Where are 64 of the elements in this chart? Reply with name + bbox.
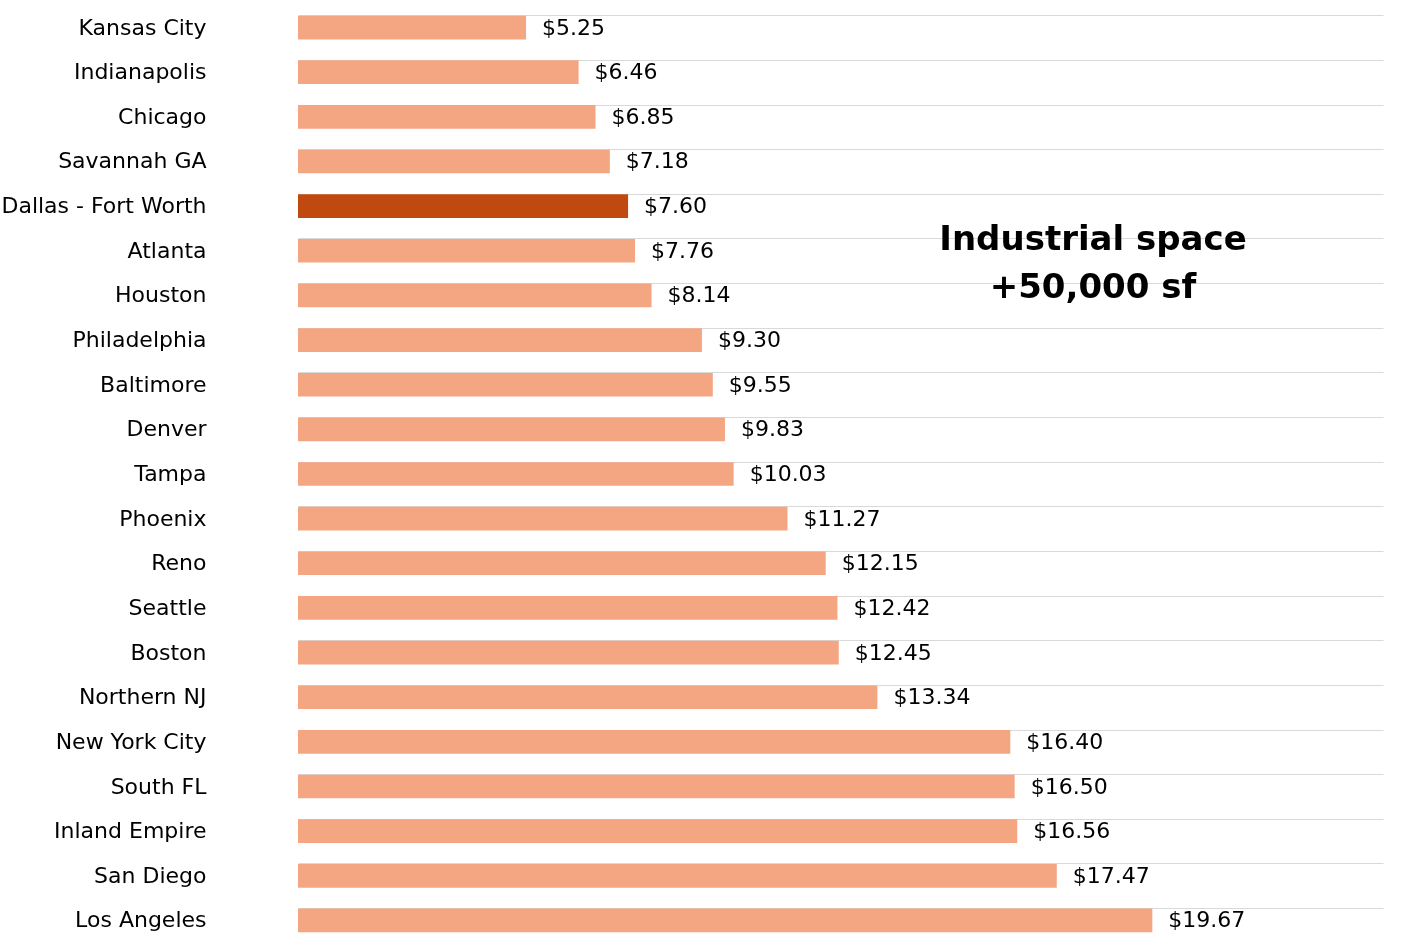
data-label: $12.42 xyxy=(853,594,931,620)
y-tick-label: Dallas - Fort Worth xyxy=(1,193,207,219)
data-label: $19.67 xyxy=(1168,907,1246,933)
bar xyxy=(298,60,579,85)
bar xyxy=(298,863,1057,888)
bar xyxy=(298,328,702,352)
data-label: $9.55 xyxy=(728,371,792,397)
bar xyxy=(298,551,826,576)
data-label: $7.18 xyxy=(625,148,689,174)
data-label: $9.30 xyxy=(717,327,781,353)
data-label: $13.34 xyxy=(893,684,971,710)
y-tick-label: Houston xyxy=(115,282,207,308)
data-label: $12.45 xyxy=(854,639,932,665)
y-tick-label: Chicago xyxy=(118,103,207,129)
y-tick-label: Philadelphia xyxy=(72,327,207,353)
bar xyxy=(298,417,725,442)
y-tick-label: Indianapolis xyxy=(73,59,207,85)
y-tick-label: Denver xyxy=(126,416,208,442)
y-tick-label: Inland Empire xyxy=(54,818,207,844)
bar xyxy=(298,462,734,486)
y-tick-label: Savannah GA xyxy=(58,148,207,174)
data-label: $9.83 xyxy=(740,416,804,442)
y-tick-label: San Diego xyxy=(94,862,207,888)
data-label: $6.46 xyxy=(594,59,658,85)
data-label: $7.60 xyxy=(644,193,708,219)
y-tick-label: Baltimore xyxy=(100,371,207,397)
bar xyxy=(298,506,788,531)
bar xyxy=(298,283,652,308)
bar xyxy=(298,596,838,620)
y-tick-label: Kansas City xyxy=(78,14,207,40)
data-label: $16.40 xyxy=(1026,728,1104,754)
y-tick-label: Northern NJ xyxy=(78,684,207,710)
bar xyxy=(298,730,1011,754)
bar xyxy=(298,105,596,129)
data-label: $7.76 xyxy=(651,237,715,263)
bar xyxy=(298,15,527,40)
y-tick-label: Atlanta xyxy=(127,237,207,263)
bar xyxy=(298,640,839,665)
y-tick-label: Los Angeles xyxy=(75,907,207,933)
bar xyxy=(298,908,1153,933)
data-label: $12.15 xyxy=(841,550,919,576)
data-label: $16.50 xyxy=(1030,773,1108,799)
data-label: $6.85 xyxy=(611,103,675,129)
y-tick-label: New York City xyxy=(55,728,207,754)
data-label: $11.27 xyxy=(803,505,881,531)
data-label: $8.14 xyxy=(667,282,731,308)
y-tick-label: Boston xyxy=(130,639,207,665)
y-tick-label: South FL xyxy=(110,773,208,799)
annotation: Industrial space +50,000 sf xyxy=(939,218,1247,306)
y-tick-label: Tampa xyxy=(133,461,207,486)
bar xyxy=(298,149,610,174)
bar xyxy=(298,819,1018,843)
y-tick-label: Reno xyxy=(151,550,207,576)
y-tick-label: Seattle xyxy=(128,594,207,620)
bar xyxy=(298,372,713,397)
bar xyxy=(298,685,878,710)
bar xyxy=(298,774,1015,799)
data-label: $5.25 xyxy=(542,14,606,40)
data-label: $16.56 xyxy=(1033,818,1111,844)
data-label: $10.03 xyxy=(749,461,827,486)
data-label: $17.47 xyxy=(1072,862,1150,888)
y-tick-label: Phoenix xyxy=(119,505,207,531)
bar xyxy=(298,194,629,218)
bar xyxy=(298,238,636,263)
